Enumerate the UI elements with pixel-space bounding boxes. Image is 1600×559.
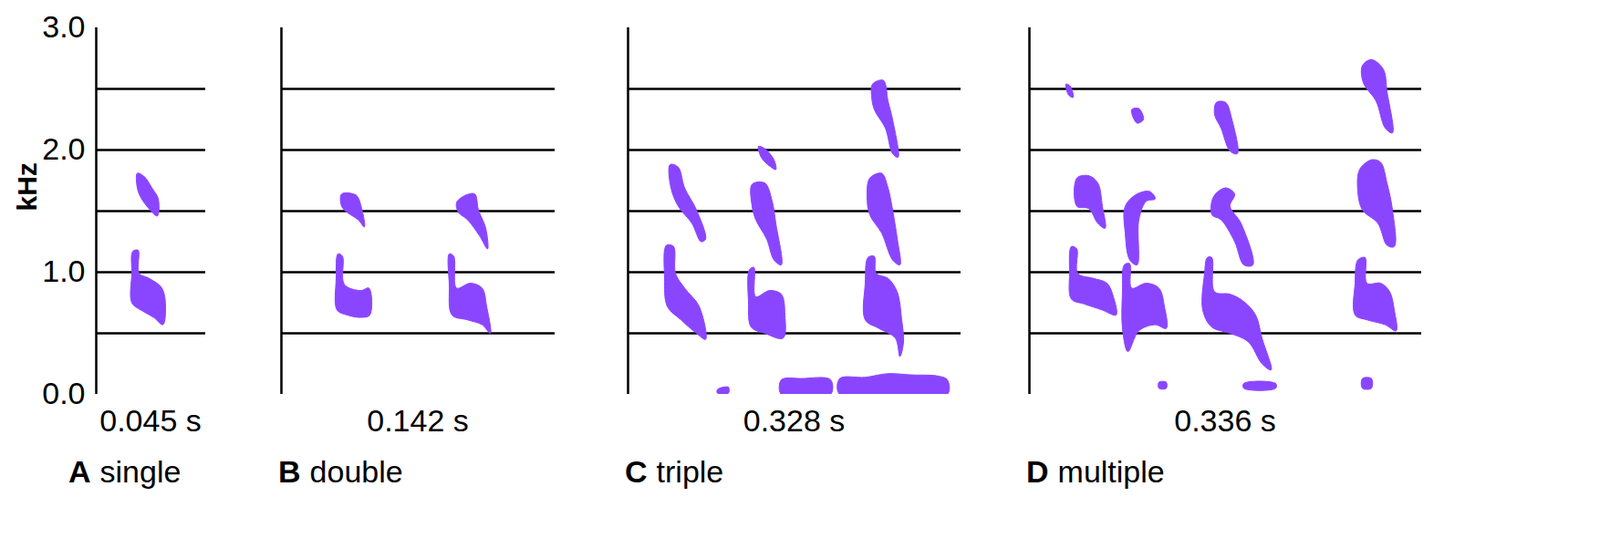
html-text:0.045 s: 0.045 s (99, 403, 202, 438)
html-text:0.142 s: 0.142 s (366, 403, 469, 438)
svg-text:2.0: 2.0 (41, 131, 85, 167)
svg-text:kHz: kHz (11, 162, 42, 211)
html-text:A single: A single (68, 454, 181, 489)
html-text:C triple: C triple (624, 454, 724, 489)
svg-text:3.0: 3.0 (41, 9, 85, 44)
html-text:0.328 s: 0.328 s (743, 403, 845, 438)
svg-text:1.0: 1.0 (41, 253, 85, 289)
html-text:D multiple: D multiple (1026, 454, 1165, 489)
svg-text:0.0: 0.0 (41, 375, 85, 411)
html-text:0.336 s: 0.336 s (1174, 403, 1276, 438)
html-text:B double: B double (278, 454, 403, 489)
